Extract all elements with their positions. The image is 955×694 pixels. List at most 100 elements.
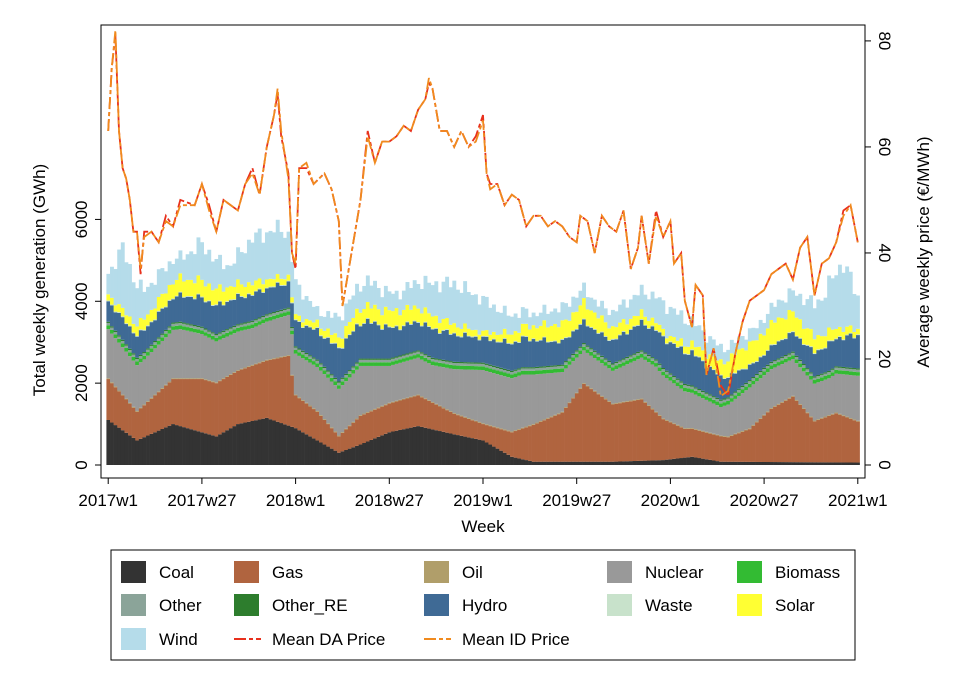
stack-bar-other-re xyxy=(268,313,273,315)
stack-bar-solar xyxy=(643,316,648,325)
stack-bar-coal xyxy=(546,461,550,465)
stack-bar-waste xyxy=(506,342,511,344)
stack-bar-oil xyxy=(376,407,381,409)
stack-bar-other-re xyxy=(773,360,777,362)
stack-bar-nuclear xyxy=(257,324,262,363)
stack-bar-solar xyxy=(517,332,522,343)
stack-bar-other xyxy=(517,369,522,373)
stack-bar-hydro xyxy=(556,343,561,366)
stack-bar-oil xyxy=(729,435,734,436)
stack-bar-other-re xyxy=(167,326,172,328)
stack-bar-solar xyxy=(510,334,514,344)
stack-bar-wind xyxy=(164,271,168,294)
stack-bar-biomass xyxy=(427,359,432,364)
stack-bar-other-re xyxy=(628,355,633,357)
stack-bar-other-re xyxy=(780,356,785,358)
stack-bar-solar xyxy=(192,283,197,299)
stack-bar-waste xyxy=(131,332,136,334)
stack-bar-other-re xyxy=(776,358,781,360)
stack-bar-solar xyxy=(427,313,432,327)
stack-bar-oil xyxy=(701,430,705,432)
stack-bar-coal xyxy=(542,461,547,465)
stack-bar-other xyxy=(679,382,684,385)
stack-bar-solar xyxy=(679,338,684,346)
stack-bar-oil xyxy=(304,402,309,404)
stack-bar-other-re xyxy=(315,359,320,361)
stack-bar-coal xyxy=(185,428,190,465)
stack-bar-gas xyxy=(628,401,633,462)
stack-bar-hydro xyxy=(337,348,341,382)
stack-bar-wind xyxy=(672,308,677,338)
stack-bar-other xyxy=(610,364,615,368)
stack-bar-solar xyxy=(686,346,691,354)
stack-bar-oil xyxy=(708,432,713,434)
stack-bar-waste xyxy=(654,330,659,331)
stack-bar-oil xyxy=(776,403,781,405)
stack-bar-biomass xyxy=(207,334,212,338)
stack-bar-oil xyxy=(610,403,615,405)
stack-bar-hydro xyxy=(272,287,277,313)
stack-bar-solar xyxy=(481,330,486,336)
stack-bar-coal xyxy=(106,419,111,465)
stack-bar-hydro xyxy=(394,326,399,357)
stack-bar-oil xyxy=(401,398,406,400)
stack-bar-wind xyxy=(344,303,349,326)
stack-bar-solar xyxy=(365,302,370,318)
stack-bar-wind xyxy=(138,279,143,318)
stack-bar-other-re xyxy=(546,365,550,368)
stack-bar-nuclear xyxy=(625,364,630,402)
stack-bar-oil xyxy=(726,436,731,438)
stack-bar-other xyxy=(708,395,713,399)
stack-bar-waste xyxy=(279,285,284,286)
stack-bar-other-re xyxy=(297,348,302,350)
stack-bar-other-re xyxy=(264,314,269,316)
stack-bar-nuclear xyxy=(600,363,605,396)
stack-bar-oil xyxy=(711,433,716,435)
stack-bar-wind xyxy=(106,273,111,295)
stack-bar-coal xyxy=(805,462,810,465)
stack-bar-other xyxy=(805,369,810,372)
stack-bar-gas xyxy=(369,411,374,440)
stack-bar-gas xyxy=(394,401,399,431)
stack-bar-solar xyxy=(531,325,536,339)
stack-bar-biomass xyxy=(106,325,111,330)
stack-bar-waste xyxy=(412,320,417,322)
stack-bar-nuclear xyxy=(185,330,190,379)
stack-bar-wind xyxy=(301,299,305,323)
stack-bar-other-re xyxy=(401,354,406,356)
stack-bar-wind xyxy=(268,230,273,279)
stack-bar-other xyxy=(156,338,161,341)
stack-bar-other-re xyxy=(834,366,839,368)
stack-bar-coal xyxy=(117,427,122,465)
stack-bar-other-re xyxy=(574,350,579,352)
stack-bar-other xyxy=(297,349,302,353)
stack-bar-biomass xyxy=(719,403,723,408)
stack-bar-waste xyxy=(538,339,543,341)
stack-bar-coal xyxy=(823,462,828,465)
stack-bar-oil xyxy=(805,412,810,414)
stack-bar-oil xyxy=(128,402,132,404)
stack-bar-gas xyxy=(773,406,777,463)
stack-bar-oil xyxy=(747,428,752,430)
stack-bar-wind xyxy=(686,325,691,347)
stack-bar-biomass xyxy=(737,392,741,397)
stack-bar-gas xyxy=(484,425,489,443)
stack-bar-solar xyxy=(610,326,615,339)
stack-bar-other xyxy=(827,372,832,375)
stack-bar-nuclear xyxy=(419,359,424,397)
stack-bar-solar xyxy=(520,323,525,336)
stack-bar-coal xyxy=(473,438,478,465)
stack-bar-hydro xyxy=(286,281,291,308)
stack-bar-gas xyxy=(441,408,446,432)
legend-swatch-other xyxy=(121,594,146,616)
stack-bar-waste xyxy=(646,328,651,329)
stack-bar-gas xyxy=(380,406,385,436)
stack-bar-other-re xyxy=(722,398,727,400)
stack-bar-oil xyxy=(131,406,136,408)
stack-bar-oil xyxy=(618,402,623,404)
stack-bar-coal xyxy=(160,428,165,465)
stack-bar-biomass xyxy=(722,402,727,406)
stack-bar-gas xyxy=(135,411,140,441)
stack-bar-hydro xyxy=(412,321,417,352)
stack-bar-other-re xyxy=(452,361,457,364)
